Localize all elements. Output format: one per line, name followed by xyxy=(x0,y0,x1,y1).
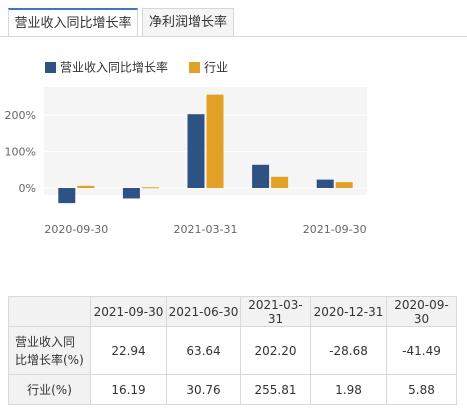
legend-label[interactable]: 营业收入同比增长率 xyxy=(60,60,168,75)
bar-industry[interactable] xyxy=(141,187,159,189)
table-cell: -41.49 xyxy=(386,326,457,375)
column-header: 2021-06-30 xyxy=(166,296,241,327)
x-tick-label: 2021-09-30 xyxy=(303,223,367,236)
table-cell: 1.98 xyxy=(310,374,387,405)
bar-revenue-growth[interactable] xyxy=(316,179,334,188)
bar-industry[interactable] xyxy=(335,182,353,188)
bar-revenue-growth[interactable] xyxy=(122,188,140,199)
bar-revenue-growth[interactable] xyxy=(252,164,270,188)
legend-swatch xyxy=(189,62,200,73)
table-cell: 5.88 xyxy=(386,374,457,405)
table-corner-cell xyxy=(8,296,91,327)
bar-industry[interactable] xyxy=(77,185,95,188)
row-label-line: 比增长率(%) xyxy=(15,352,84,367)
table-cell: 202.20 xyxy=(240,326,311,375)
bar-industry[interactable] xyxy=(271,176,289,188)
y-tick-label: 100% xyxy=(5,146,36,159)
bar-industry[interactable] xyxy=(206,94,224,188)
tab-revenue-growth[interactable]: 营业收入同比增长率 xyxy=(8,8,138,37)
legend-label[interactable]: 行业 xyxy=(204,61,228,75)
table-cell: 63.64 xyxy=(166,326,241,375)
column-header: 2020-09-30 xyxy=(386,296,457,327)
table-cell: 22.94 xyxy=(90,326,167,375)
table-cell: 255.81 xyxy=(240,374,311,405)
growth-bar-chart: 营业收入同比增长率 行业 0% 100% 200% 2020-09-30 2021-03… xyxy=(5,60,367,236)
bar-revenue-growth[interactable] xyxy=(187,114,205,188)
table-row-industry: 行业(%) 16.19 30.76 255.81 1.98 5.88 xyxy=(8,374,457,405)
table-cell: 30.76 xyxy=(166,374,241,405)
tab-bar-divider xyxy=(0,36,467,37)
tab-bar: 营业收入同比增长率 净利润增长率 xyxy=(0,0,467,38)
x-tick-label: 2021-03-31 xyxy=(174,223,238,236)
row-label-industry: 行业(%) xyxy=(8,374,91,405)
table-row-revenue-growth: 营业收入同 比增长率(%) 22.94 63.64 202.20 -28.68 … xyxy=(8,326,457,375)
column-header: 2021-03-31 xyxy=(240,296,311,327)
chart-gridlines xyxy=(44,114,367,189)
chart-legend: 营业收入同比增长率 行业 xyxy=(45,60,228,75)
y-axis-ticks: 0% 100% 200% xyxy=(5,109,36,195)
row-label-line: 营业收入同 xyxy=(15,334,76,349)
x-axis-ticks: 2020-09-30 2021-03-31 2021-09-30 xyxy=(44,223,366,236)
column-header: 2020-12-31 xyxy=(310,296,387,327)
plot-background xyxy=(44,87,367,195)
legend-swatch xyxy=(45,62,56,73)
bar-revenue-growth[interactable] xyxy=(58,188,76,204)
y-tick-label: 200% xyxy=(5,109,36,122)
column-header: 2021-09-30 xyxy=(90,296,167,327)
growth-data-table: 2021-09-30 2021-06-30 2021-03-31 2020-12… xyxy=(8,296,457,405)
table-header-row: 2021-09-30 2021-06-30 2021-03-31 2020-12… xyxy=(8,296,457,327)
row-label-revenue-growth: 营业收入同 比增长率(%) xyxy=(8,326,91,375)
y-tick-label: 0% xyxy=(19,182,36,195)
chart-bars xyxy=(58,94,353,204)
tab-net-profit-growth[interactable]: 净利润增长率 xyxy=(142,8,234,37)
x-tick-label: 2020-09-30 xyxy=(44,223,108,236)
table-cell: 16.19 xyxy=(90,374,167,405)
table-cell: -28.68 xyxy=(310,326,387,375)
